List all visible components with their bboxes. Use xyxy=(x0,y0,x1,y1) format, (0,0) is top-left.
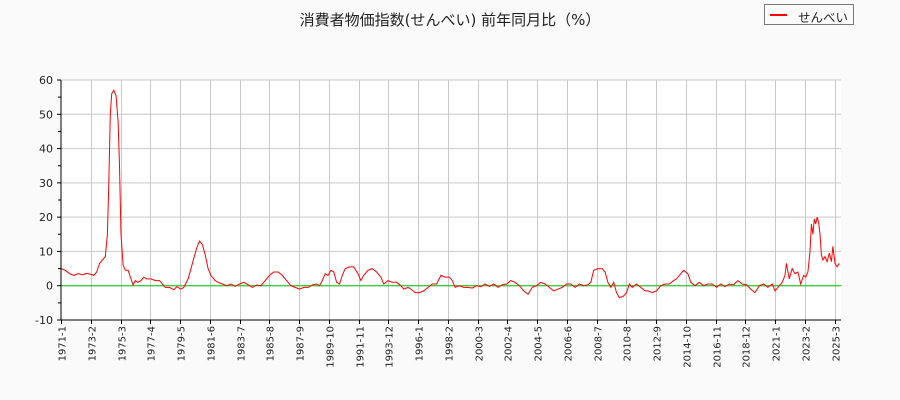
legend-label: せんべい xyxy=(798,10,849,25)
x-tick-label: 2010-8 xyxy=(623,326,634,361)
y-tick-label: 40 xyxy=(39,143,53,156)
x-tick-label: 1987-9 xyxy=(296,326,307,361)
y-tick-label: 10 xyxy=(39,245,53,258)
x-tick-label: 1977-4 xyxy=(147,326,158,361)
x-tick-label: 2021-1 xyxy=(772,326,783,361)
series-line-senbei xyxy=(60,89,840,299)
x-tick-label: 1983-7 xyxy=(237,326,248,361)
legend: せんべい xyxy=(764,4,854,25)
x-tick-label: 2006-6 xyxy=(564,326,575,361)
y-tick-label: -10 xyxy=(35,314,53,327)
x-tick-label: 1993-12 xyxy=(385,326,396,368)
y-tick-label: 50 xyxy=(39,108,53,121)
x-tick-label: 2012-9 xyxy=(653,326,664,361)
x-tick-label: 1996-1 xyxy=(415,326,426,361)
y-axis-ticks: -10 0 10 20 30 40 50 60 xyxy=(35,74,61,327)
x-axis-ticks: 1971-1 1973-2 1975-3 1977-4 1979-5 1981-6 1983… xyxy=(58,320,843,368)
y-tick-label: 60 xyxy=(39,74,53,87)
x-tick-label: 1985-8 xyxy=(266,326,277,361)
gridlines xyxy=(61,79,841,320)
x-tick-label: 1971-1 xyxy=(58,326,69,361)
x-tick-label: 2008-7 xyxy=(594,326,605,361)
x-tick-label: 2004-5 xyxy=(534,326,545,361)
y-tick-label: 0 xyxy=(46,280,53,293)
chart-title: 消費者物価指数(せんべい) 前年同月比（%） xyxy=(299,11,601,29)
x-tick-label: 1979-5 xyxy=(177,326,188,361)
x-tick-label: 1989-10 xyxy=(326,326,337,368)
x-tick-label: 1973-2 xyxy=(88,326,99,361)
x-tick-label: 1975-3 xyxy=(118,326,129,361)
x-tick-label: 2016-11 xyxy=(713,326,724,368)
x-tick-label: 2002-4 xyxy=(504,326,515,361)
x-tick-label: 1991-11 xyxy=(356,326,367,368)
y-tick-label: 20 xyxy=(39,211,53,224)
legend-swatch xyxy=(770,14,787,16)
x-tick-label: 1981-6 xyxy=(207,326,218,361)
x-tick-label: 2000-3 xyxy=(475,326,486,361)
plot-area xyxy=(61,80,841,320)
y-tick-label: 30 xyxy=(39,177,53,190)
x-tick-label: 2025-3 xyxy=(832,326,843,361)
x-tick-label: 2018-12 xyxy=(742,326,753,368)
x-tick-label: 1998-2 xyxy=(445,326,456,361)
x-tick-label: 2014-10 xyxy=(683,326,694,368)
x-tick-label: 2023-2 xyxy=(802,326,813,361)
